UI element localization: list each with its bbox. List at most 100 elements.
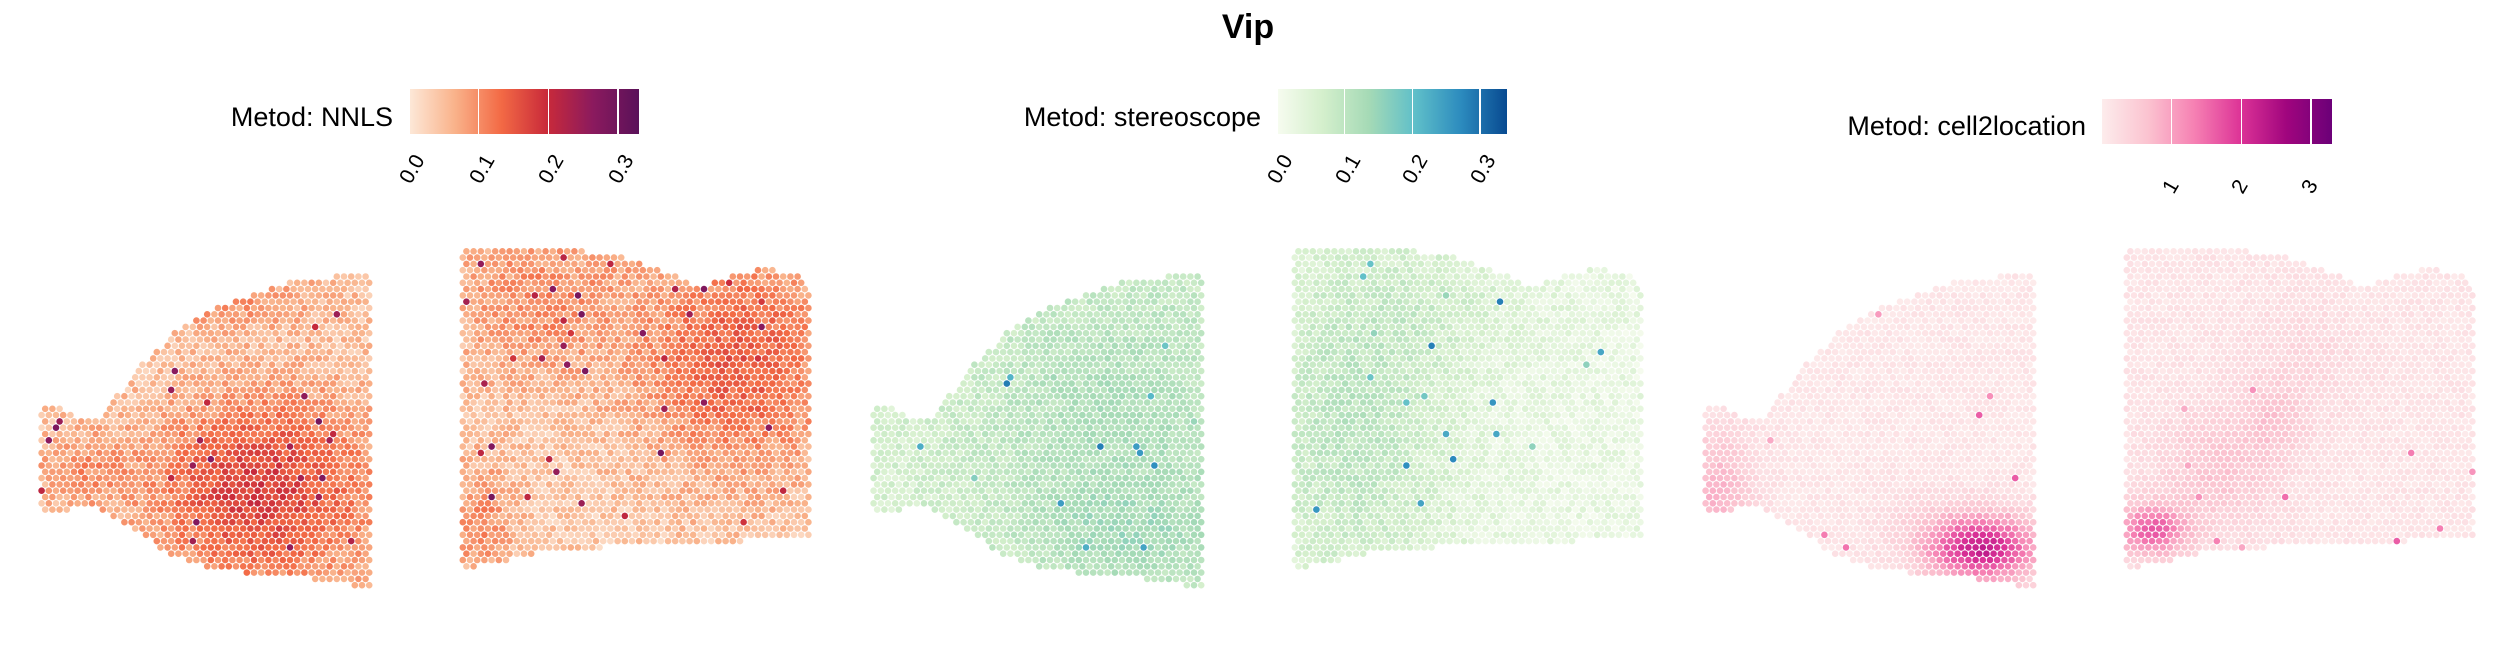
spot bbox=[585, 500, 593, 507]
spot bbox=[689, 304, 697, 312]
spot bbox=[459, 355, 467, 362]
spot bbox=[477, 260, 485, 268]
spot bbox=[635, 424, 643, 432]
spot bbox=[729, 336, 737, 343]
spot bbox=[679, 500, 686, 507]
spot bbox=[668, 342, 675, 350]
spot bbox=[643, 537, 650, 545]
spot bbox=[563, 298, 571, 306]
spot bbox=[319, 411, 326, 419]
spot bbox=[157, 493, 164, 501]
spot bbox=[157, 418, 164, 425]
spot bbox=[1143, 437, 1151, 444]
spot bbox=[329, 531, 337, 539]
spot bbox=[153, 399, 161, 406]
spot bbox=[214, 392, 222, 400]
spot bbox=[563, 348, 571, 356]
spot bbox=[567, 531, 575, 539]
spot bbox=[484, 386, 492, 394]
spot bbox=[52, 411, 60, 419]
spot bbox=[729, 424, 737, 432]
spot bbox=[193, 455, 200, 463]
spot bbox=[805, 405, 812, 413]
spot bbox=[74, 487, 81, 495]
spot bbox=[560, 481, 567, 488]
spot bbox=[603, 329, 611, 337]
spot bbox=[290, 374, 297, 381]
spot bbox=[59, 487, 67, 495]
spot bbox=[884, 424, 892, 432]
spot bbox=[333, 512, 341, 520]
spot bbox=[891, 487, 899, 495]
spot bbox=[978, 374, 985, 381]
spot bbox=[293, 518, 301, 526]
spot bbox=[1025, 392, 1032, 400]
spot bbox=[761, 392, 769, 400]
spot bbox=[906, 424, 913, 432]
spot bbox=[491, 248, 499, 255]
spot bbox=[1097, 304, 1104, 312]
spot bbox=[675, 304, 683, 312]
spot bbox=[1025, 455, 1032, 463]
spot bbox=[610, 443, 618, 450]
spot bbox=[967, 392, 975, 400]
spot bbox=[290, 411, 297, 419]
spot bbox=[1115, 386, 1122, 394]
spot bbox=[488, 279, 495, 287]
spot bbox=[362, 348, 369, 356]
spot bbox=[639, 304, 647, 312]
spot bbox=[286, 443, 294, 450]
spot bbox=[625, 418, 632, 425]
spot bbox=[974, 455, 982, 463]
spot bbox=[700, 323, 708, 331]
spot bbox=[567, 405, 575, 413]
spot bbox=[254, 474, 261, 482]
spot bbox=[1039, 392, 1047, 400]
spot bbox=[308, 392, 315, 400]
spot bbox=[513, 424, 521, 432]
spot bbox=[769, 405, 776, 413]
spot bbox=[1097, 481, 1104, 488]
spot bbox=[225, 563, 233, 570]
spot bbox=[1194, 348, 1201, 356]
spot bbox=[1161, 355, 1169, 362]
spot bbox=[628, 361, 636, 369]
spot bbox=[484, 537, 492, 545]
spot bbox=[895, 430, 903, 438]
spot bbox=[1086, 374, 1093, 381]
spot bbox=[355, 474, 362, 482]
spot bbox=[52, 449, 60, 457]
spot bbox=[535, 512, 542, 520]
spot bbox=[909, 443, 917, 450]
spot bbox=[790, 418, 798, 425]
spot bbox=[589, 367, 596, 375]
spot bbox=[1194, 336, 1201, 343]
spot bbox=[909, 481, 917, 488]
spot bbox=[733, 493, 740, 501]
spot bbox=[45, 424, 53, 432]
spot bbox=[103, 449, 110, 457]
spot bbox=[729, 348, 737, 356]
spot bbox=[765, 273, 773, 280]
spot bbox=[481, 342, 488, 350]
spot bbox=[722, 411, 729, 419]
spot bbox=[578, 487, 585, 495]
spot bbox=[153, 437, 161, 444]
spot bbox=[221, 367, 229, 375]
spot bbox=[1075, 481, 1083, 488]
spot bbox=[1039, 380, 1047, 387]
spot bbox=[229, 430, 236, 438]
spot bbox=[1158, 437, 1165, 444]
spot bbox=[466, 405, 474, 413]
spot bbox=[337, 367, 344, 375]
spot bbox=[358, 304, 366, 312]
spot bbox=[139, 424, 146, 432]
spot bbox=[113, 405, 121, 413]
spot bbox=[221, 481, 229, 488]
spot bbox=[488, 481, 495, 488]
spot bbox=[704, 443, 711, 450]
spot bbox=[311, 512, 319, 520]
spot bbox=[509, 493, 517, 501]
spot bbox=[139, 500, 146, 507]
spot bbox=[553, 329, 560, 337]
